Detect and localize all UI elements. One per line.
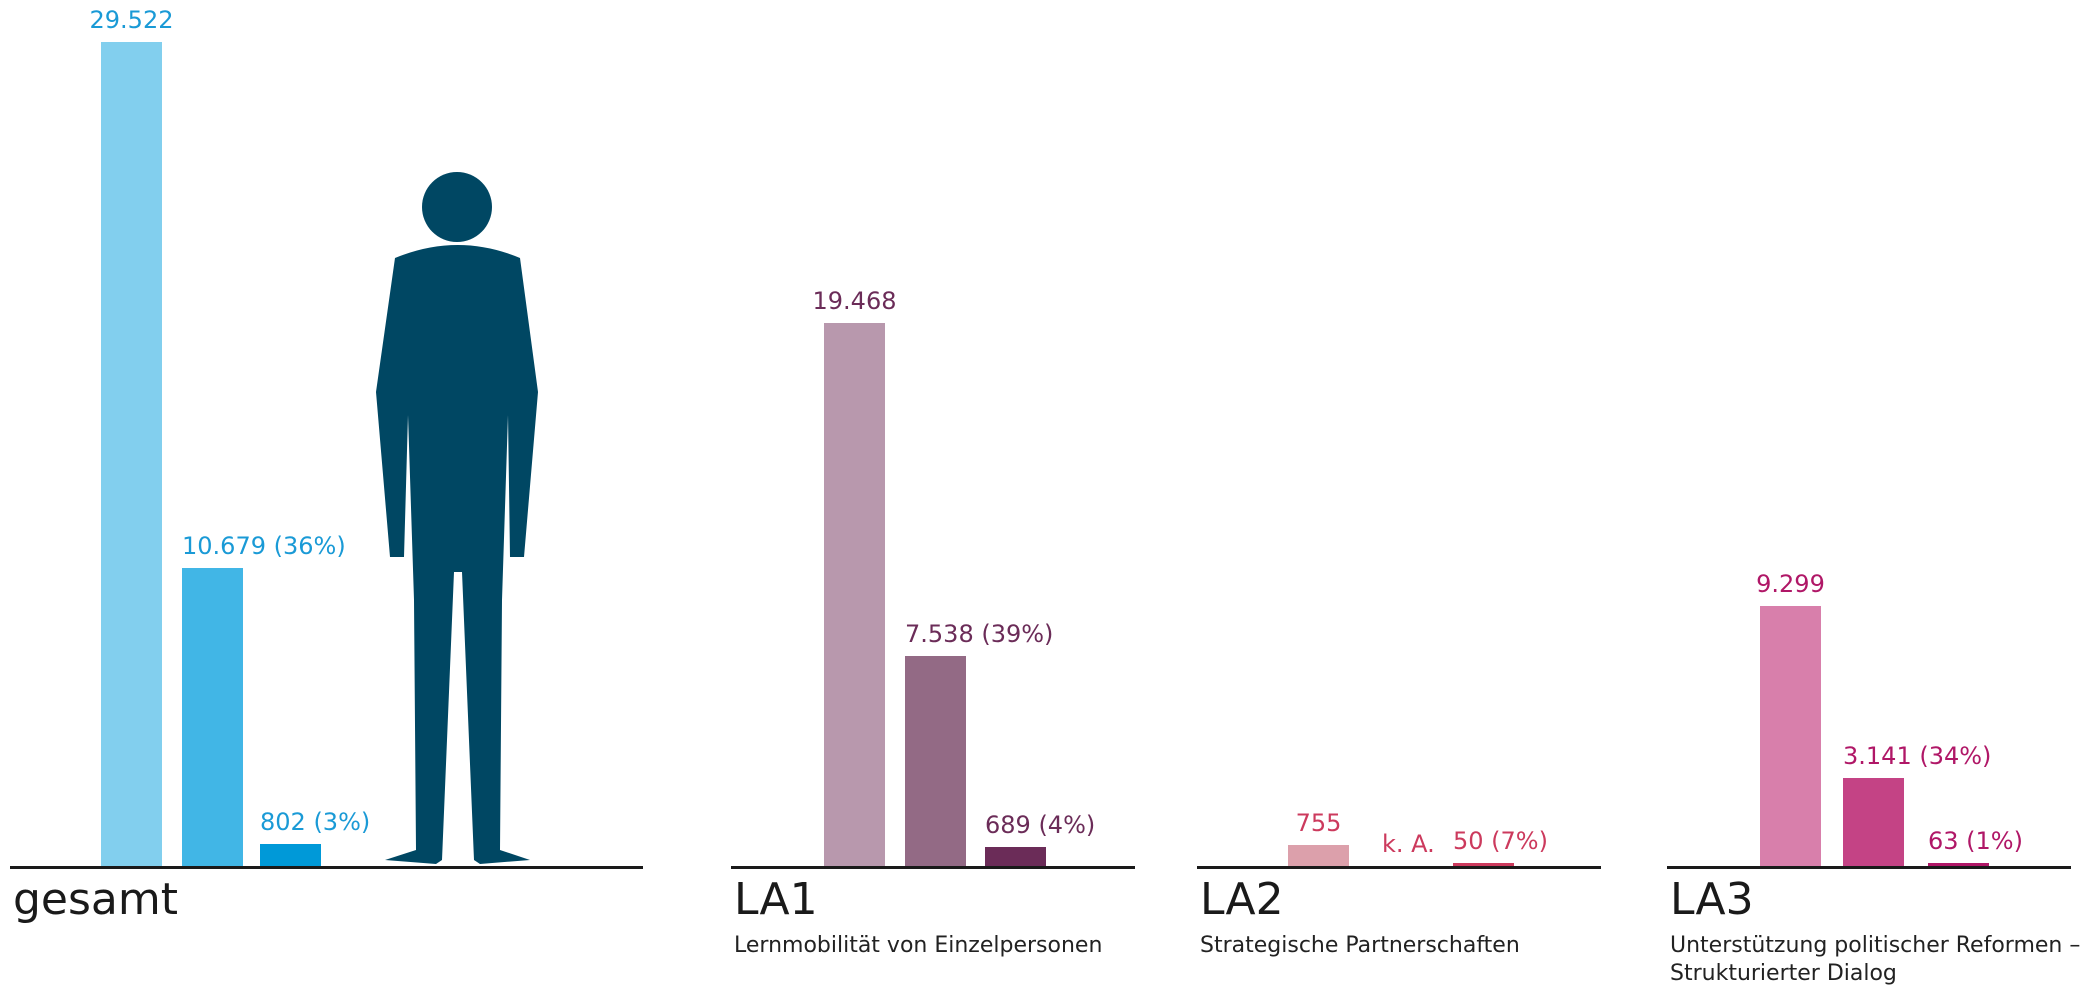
group-title: LA2 [1200, 874, 1284, 925]
bar [824, 322, 885, 866]
bar [101, 42, 162, 866]
group-title: LA1 [734, 874, 818, 925]
bar [1453, 863, 1514, 866]
data-label: 19.468 [812, 286, 897, 315]
data-label: k. A. [1382, 830, 1435, 858]
bar [1928, 863, 1989, 866]
data-label: 3.141 (34%) [1843, 742, 1992, 771]
group-subtitle: Lernmobilität von Einzelpersonen [734, 933, 1103, 958]
bar [985, 846, 1046, 866]
person-silhouette-icon [376, 172, 538, 864]
baseline [1197, 866, 1601, 869]
data-label: 10.679 (36%) [182, 531, 346, 560]
data-label: 7.538 (39%) [905, 619, 1054, 648]
bar [1288, 844, 1349, 866]
group-subtitle: Unterstützung politischer Reformen – Str… [1670, 933, 2081, 986]
bar [1843, 778, 1904, 866]
data-label: 50 (7%) [1453, 827, 1548, 855]
group-title: gesamt [13, 874, 178, 925]
baseline [10, 866, 643, 869]
bar [260, 843, 321, 866]
data-label: 29.522 [89, 6, 174, 34]
data-label: 755 [1295, 808, 1342, 837]
group-subtitle: Strategische Partnerschaften [1200, 933, 1520, 958]
baseline [731, 866, 1135, 869]
data-label: 689 (4%) [985, 810, 1096, 839]
data-label: 9.299 [1756, 570, 1825, 599]
bar [905, 655, 966, 866]
bar [1760, 606, 1821, 866]
data-label: 63 (1%) [1928, 827, 2023, 855]
bar [182, 567, 243, 866]
data-label: 802 (3%) [260, 807, 371, 836]
group-title: LA3 [1670, 874, 1754, 925]
baseline [1667, 866, 2071, 869]
